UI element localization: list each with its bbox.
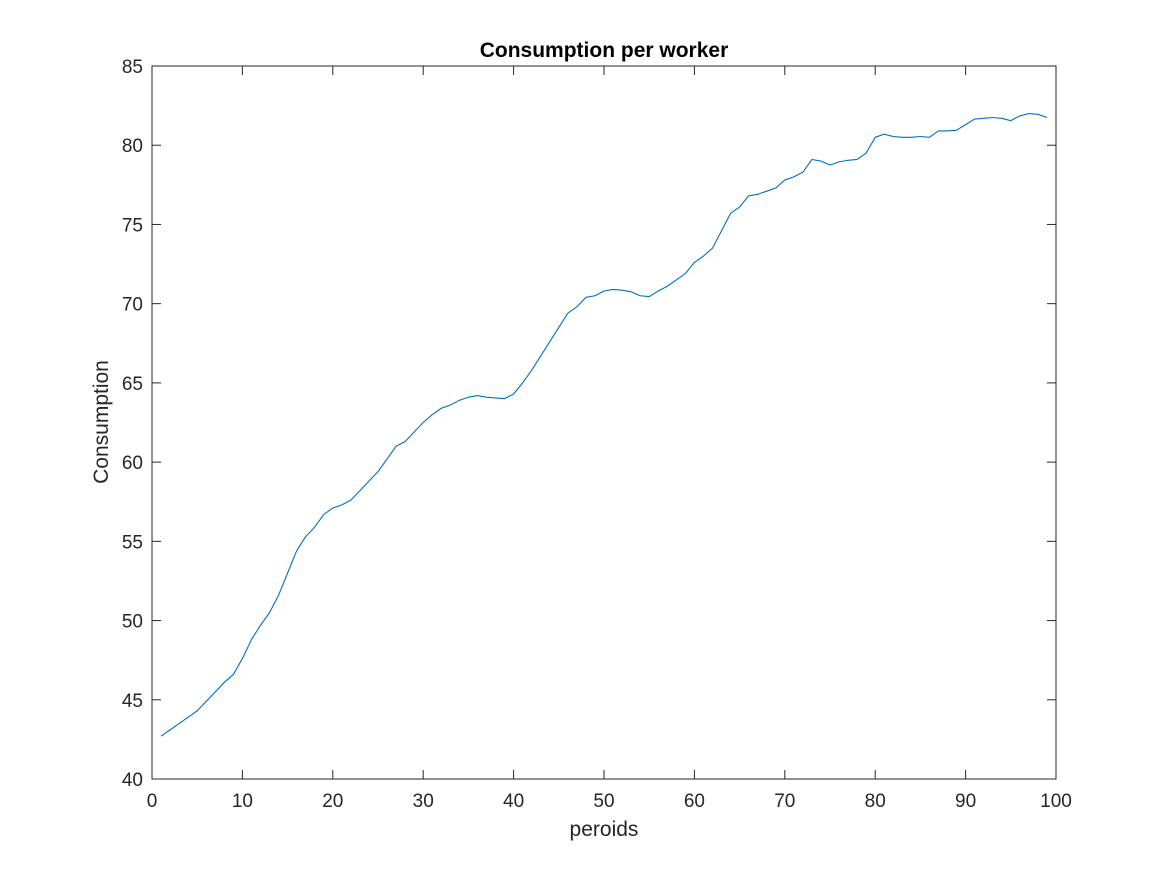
y-tick-label: 55 (122, 532, 143, 553)
y-tick-label: 85 (122, 57, 143, 78)
axes-box (151, 65, 1057, 780)
y-tick-label: 65 (122, 374, 143, 395)
x-tick-label: 50 (593, 791, 614, 812)
x-tick-label: 0 (147, 791, 158, 812)
series-line (160, 112, 1048, 737)
x-tick-label: 70 (774, 791, 795, 812)
x-tick-label: 60 (684, 791, 705, 812)
plot-area: 0 10 20 30 40 50 60 70 80 90 100 40 45 50 55 60 65 70 75 8… (122, 57, 1072, 812)
y-tick-label: 45 (122, 691, 143, 712)
y-axis-ticks: 40 45 50 55 60 65 70 75 80 85 (122, 57, 1056, 791)
x-tick-label: 20 (322, 791, 343, 812)
y-tick-label: 80 (122, 136, 143, 157)
y-axis-label: Consumption (90, 360, 113, 484)
x-tick-label: 90 (955, 791, 976, 812)
x-tick-label: 80 (865, 791, 886, 812)
y-tick-label: 40 (122, 770, 143, 791)
x-tick-label: 30 (413, 791, 434, 812)
y-tick-label: 75 (122, 215, 143, 236)
y-tick-label: 50 (122, 612, 143, 633)
x-axis-label: peroids (570, 818, 639, 841)
y-tick-label: 60 (122, 453, 143, 474)
x-axis-ticks: 0 10 20 30 40 50 60 70 80 90 100 (147, 66, 1072, 812)
chart-title: Consumption per worker (480, 39, 729, 62)
x-tick-label: 10 (232, 791, 253, 812)
series-layer (160, 112, 1048, 737)
x-tick-label: 100 (1040, 791, 1072, 812)
x-tick-label: 40 (503, 791, 524, 812)
y-tick-label: 70 (122, 295, 143, 316)
